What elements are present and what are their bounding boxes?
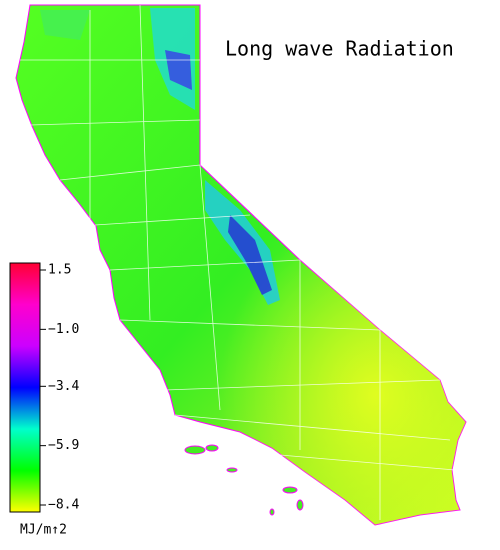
colorbar-tick-label: −3.4 <box>48 379 79 394</box>
colorbar-tick-label: −5.9 <box>48 438 79 453</box>
colorbar-unit: MJ/m↑2 <box>20 523 67 538</box>
mountain-patches <box>40 8 280 305</box>
islands <box>184 444 304 516</box>
desert-shade <box>16 5 466 525</box>
colorbar-tick-label: 1.5 <box>48 263 71 278</box>
california <box>15 4 467 526</box>
county-lines <box>20 4 456 520</box>
colorbar-tick-label: −1.0 <box>48 322 79 337</box>
colorbar-tick-label: −8.4 <box>48 498 79 513</box>
colorbar-ramp <box>9 262 41 513</box>
map-title: Long wave Radiation <box>225 37 454 61</box>
colorbar: 1.5 −1.0 −3.4 −5.9 −8.4 MJ/m↑2 <box>9 262 79 538</box>
